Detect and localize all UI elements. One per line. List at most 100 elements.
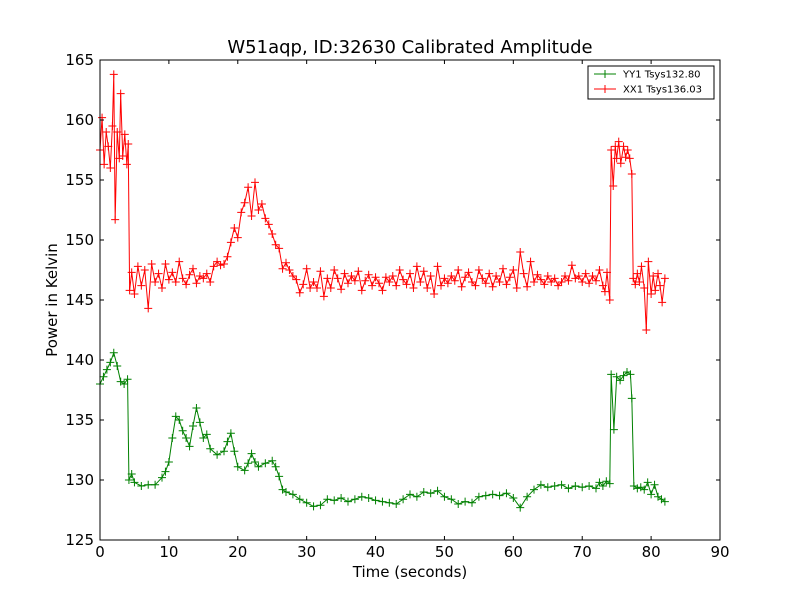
data-point [251, 178, 259, 187]
data-point [540, 280, 549, 289]
data-point [116, 89, 125, 98]
data-point [120, 130, 129, 139]
data-point [189, 422, 197, 430]
data-point [254, 206, 263, 214]
data-point [151, 278, 160, 286]
x-axis-label: Time (seconds) [352, 563, 468, 581]
data-point [614, 137, 623, 146]
series-xx1 [96, 70, 669, 334]
data-point [102, 365, 111, 374]
data-point [206, 278, 215, 286]
data-point [416, 278, 425, 286]
x-tick-label: 20 [228, 543, 247, 561]
data-point [144, 304, 153, 313]
data-point [111, 215, 120, 224]
data-point [595, 478, 604, 487]
data-point [264, 220, 273, 229]
data-point [516, 503, 525, 512]
series-layer [96, 70, 669, 512]
data-point [326, 284, 335, 292]
data-point [357, 492, 366, 501]
data-point [223, 437, 232, 446]
data-point [195, 418, 204, 427]
tick-layer: 0 10 20 30 40 50 60 70 80 90 125 130 135 140 145 150 155… [65, 51, 729, 561]
series-line [99, 74, 666, 331]
data-point [371, 273, 380, 282]
data-point [625, 154, 634, 163]
data-point [616, 159, 625, 168]
data-point [633, 484, 642, 493]
data-point [461, 273, 470, 282]
data-point [302, 498, 311, 507]
data-point [125, 286, 134, 295]
data-point [344, 497, 352, 506]
data-point [433, 262, 442, 271]
data-point [185, 442, 194, 451]
data-point [378, 497, 387, 506]
data-point [437, 281, 445, 290]
data-point [361, 276, 370, 285]
data-point [557, 278, 566, 286]
data-point [474, 266, 483, 274]
data-point [612, 154, 621, 163]
data-point [605, 479, 614, 488]
data-point [309, 278, 318, 286]
data-point [481, 491, 490, 500]
data-point [271, 462, 280, 471]
data-point [233, 233, 242, 242]
data-point [199, 434, 208, 442]
data-point [344, 279, 352, 288]
data-point [598, 482, 607, 490]
data-point [571, 482, 580, 490]
data-point [257, 200, 266, 208]
data-point [178, 426, 187, 435]
x-tick-label: 90 [710, 543, 729, 561]
data-point [295, 288, 304, 297]
data-point [550, 482, 559, 490]
data-point [182, 434, 191, 442]
data-point [621, 153, 630, 162]
data-point [151, 480, 160, 489]
data-point [364, 494, 373, 502]
data-point [108, 122, 117, 130]
chart-title: W51aqp, ID:32630 Calibrated Amplitude [227, 37, 592, 58]
data-point [130, 290, 139, 298]
data-point [161, 467, 170, 476]
y-tick-label: 135 [65, 411, 94, 429]
data-point [127, 470, 136, 478]
data-point [519, 269, 528, 278]
data-point [499, 264, 507, 273]
data-point [423, 284, 432, 292]
data-point [585, 482, 594, 490]
data-point [464, 268, 473, 277]
data-point [330, 496, 339, 505]
data-point [309, 502, 318, 511]
data-point [182, 280, 191, 289]
data-point [347, 272, 356, 280]
data-point [371, 496, 380, 505]
data-point [447, 495, 456, 504]
data-point [644, 257, 653, 266]
data-point [564, 276, 573, 285]
y-tick-label: 160 [65, 111, 94, 129]
data-point [333, 274, 342, 283]
data-point [592, 276, 600, 285]
data-point [268, 230, 277, 238]
data-point [530, 278, 538, 286]
series-yy1 [96, 348, 669, 512]
data-point [640, 284, 649, 292]
data-point [654, 269, 662, 278]
data-point [154, 269, 163, 278]
data-point [118, 152, 127, 160]
data-point [543, 483, 552, 492]
data-point [419, 488, 428, 496]
data-point [642, 326, 651, 334]
data-point [433, 486, 442, 495]
data-point [595, 266, 604, 274]
data-point [381, 273, 390, 282]
data-point [547, 278, 556, 286]
data-point [292, 275, 301, 284]
data-point [226, 238, 235, 247]
data-point [244, 459, 253, 468]
legend-box [587, 65, 715, 100]
